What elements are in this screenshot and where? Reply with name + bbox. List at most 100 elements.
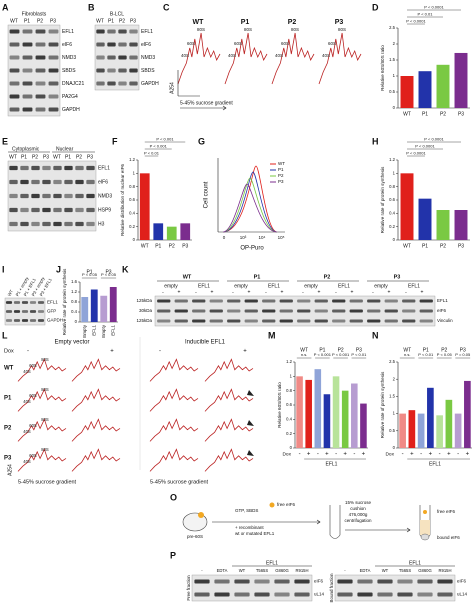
band [20,179,29,185]
band [64,207,73,213]
x-tick-label: + [307,452,311,458]
axis-label: Relative rate of protein synthesis [380,166,385,233]
band [227,299,241,303]
band [35,81,46,86]
peak-label: 60S [328,41,336,46]
band [192,319,206,323]
y-tick-label: 0 [393,105,396,110]
peak-label: 60S [281,41,289,46]
band [21,301,29,304]
x-tick-label: + [410,452,414,458]
bar [400,173,414,240]
band-label: HSP9 [98,207,111,213]
x-tick-label: EFL1 [110,325,115,336]
band [349,299,363,303]
column-title: Empty vector [54,340,89,346]
arrow [212,519,321,525]
lane-label: T565S [256,568,269,573]
panel-letter: G [198,136,205,146]
y-tick-label: 0.5 [389,428,395,433]
bar [305,379,312,448]
band [192,299,206,303]
band [294,592,310,597]
profile-trace [177,32,221,85]
bar [436,415,443,448]
construct-label: empty [374,283,388,289]
band [297,319,311,323]
band [262,319,276,323]
bar [400,76,414,108]
lane-label: P1 [21,154,27,160]
lane-label: WT [53,154,61,160]
bar [454,210,468,240]
band [118,55,127,60]
band [9,42,20,47]
band [42,207,51,213]
band [244,319,258,323]
band-label: EFL1 [62,29,74,35]
lane-label: R915H [295,568,308,573]
annotation: P < 0.01 [418,12,434,17]
band [332,309,346,313]
band [9,207,18,213]
band [53,221,62,227]
profile-trace [149,418,199,442]
label: cushion [350,506,366,511]
sample-label: P1 [241,19,250,26]
arrow [345,527,411,533]
band [20,193,29,199]
panel-letter: K [122,264,129,274]
panel-letter: E [2,136,8,146]
band [9,94,20,99]
x-tick-label: - [439,452,441,458]
band [48,42,59,47]
peak-label: 80S [41,357,49,362]
annotation: P < 0.001 [150,144,168,149]
bar [417,413,425,448]
band [227,319,241,323]
x-tick-label: + [466,452,470,458]
footer-label: EFL1 [326,461,338,467]
western-blot [334,574,456,602]
annotation: P < 0.0001 [406,151,426,156]
lane-label: P3 [43,154,49,160]
y-tick-label: 0.4 [71,309,77,314]
band-label: PA2G4 [62,94,78,100]
band [192,309,206,313]
band [35,68,46,73]
band [118,68,127,73]
legend-label: P3 [278,179,284,184]
band [5,301,13,304]
band-label: EFL1 [47,300,58,305]
x-tick-label: 10⁵ [278,235,285,240]
panel-letter: A [2,2,9,12]
label: GTP, SBDS [235,508,258,513]
marker-label: 30kDa [139,308,153,313]
band [402,299,416,303]
dox-label: + [110,349,114,355]
y-tick-label: 0.8 [129,184,135,189]
lane-label: WT [10,18,18,24]
lane-label: P3 [87,154,93,160]
band [279,309,293,313]
label: wt or mutated EFL1 [235,531,275,536]
band [96,55,105,60]
band [53,207,62,213]
construct-label: EFL1 [408,283,420,289]
band [129,81,138,86]
x-tick-label: P2 [440,243,446,249]
axis-label: Relative rate of protein synthesis [62,268,67,335]
lane-label: WT [239,568,246,573]
dox-label: - [405,289,407,295]
band [35,107,46,112]
lane-label: P1 [24,18,30,24]
band [35,55,46,60]
group-label: WT [183,274,192,280]
band [118,81,127,86]
band [35,29,46,34]
y-tick-label: 1.2 [286,359,292,364]
y-tick-label: 1.2 [129,157,135,162]
band [64,165,73,171]
band [332,299,346,303]
band [174,319,188,323]
